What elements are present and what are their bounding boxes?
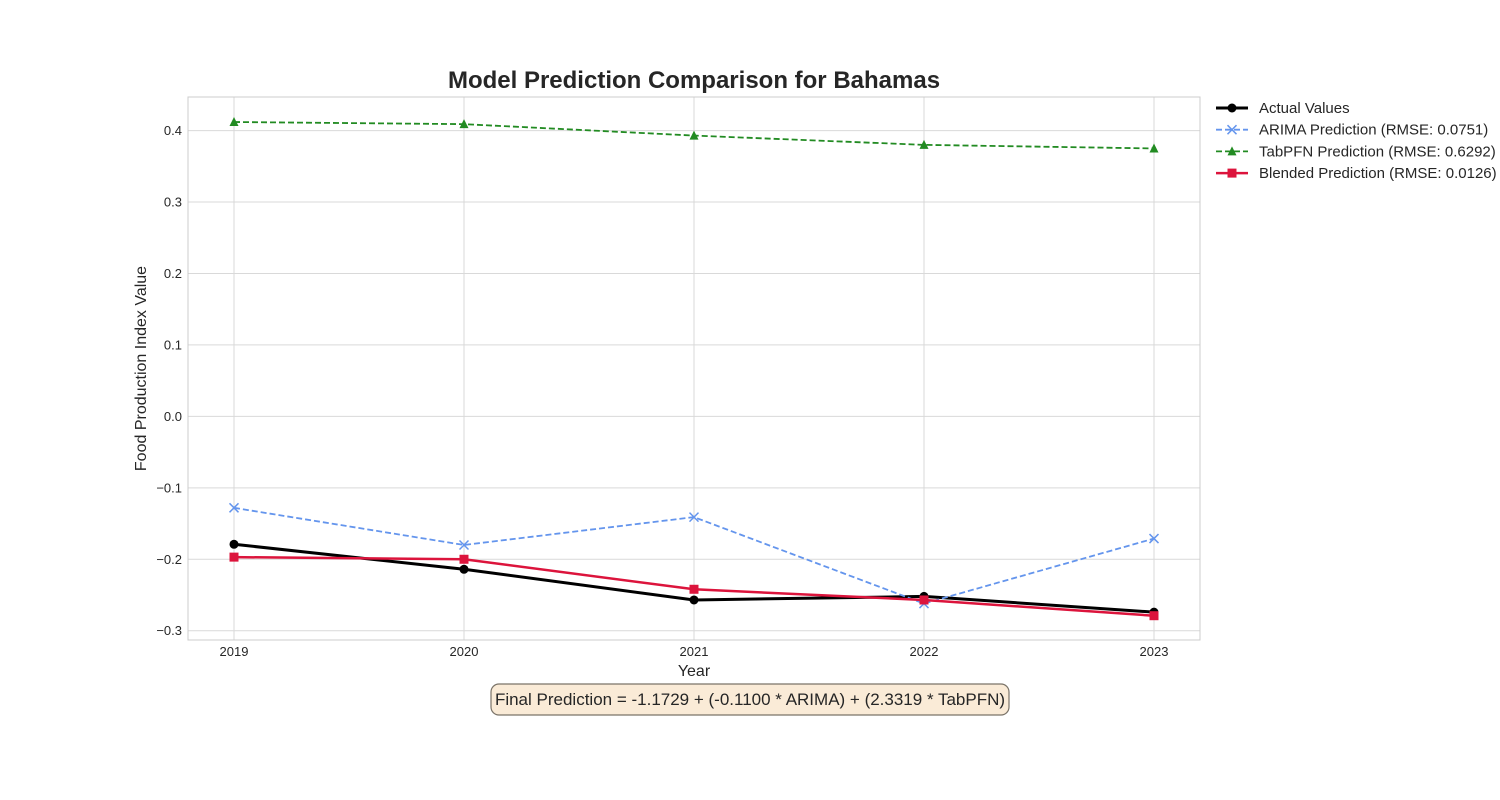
data-point — [458, 539, 470, 551]
data-point — [459, 564, 469, 574]
y-tick-label: 0.1 — [164, 337, 182, 352]
y-tick-label: −0.1 — [156, 480, 182, 495]
y-tick-label: 0.2 — [164, 266, 182, 281]
x-tick-label: 2022 — [910, 644, 939, 659]
legend-label: ARIMA Prediction (RMSE: 0.0751) — [1259, 122, 1488, 139]
data-point — [1227, 146, 1237, 156]
data-point — [919, 139, 929, 149]
legend: Actual Values ARIMA Prediction (RMSE: 0.0… — [1216, 100, 1497, 182]
formula-text: Final Prediction = -1.1729 + (-0.1100 * … — [495, 690, 1005, 709]
y-tick-label: 0.3 — [164, 195, 182, 210]
data-point — [1227, 168, 1237, 178]
data-point — [1227, 103, 1237, 113]
data-point — [1149, 611, 1159, 621]
x-tick-label: 2021 — [680, 644, 709, 659]
data-point — [1148, 533, 1160, 544]
series-4 — [229, 552, 1159, 621]
data-point — [459, 119, 469, 129]
y-axis-label: Food Production Index Value — [133, 266, 150, 471]
series-group — [228, 117, 1160, 621]
legend-item: TabPFN Prediction (RMSE: 0.6292) — [1216, 143, 1496, 160]
y-tick-label: −0.3 — [156, 623, 182, 638]
grid — [188, 97, 1200, 640]
data-point — [689, 584, 699, 594]
data-point — [689, 595, 699, 605]
legend-item: ARIMA Prediction (RMSE: 0.0751) — [1216, 122, 1488, 139]
formula-box — [490, 683, 1010, 716]
data-point — [228, 502, 240, 513]
legend-label: TabPFN Prediction (RMSE: 0.6292) — [1259, 143, 1496, 160]
chart-title: Model Prediction Comparison for Bahamas — [448, 67, 940, 94]
tick-labels: 2019 2020 2021 2022 2023 −0.3 −0.2 −0.1 0.0 0.1 0.… — [156, 123, 1168, 659]
plot-frame — [187, 96, 1201, 641]
data-point — [229, 552, 239, 562]
data-point — [688, 512, 700, 523]
x-tick-label: 2020 — [450, 644, 479, 659]
legend-label: Actual Values — [1259, 100, 1350, 117]
y-tick-label: −0.2 — [156, 552, 182, 567]
formula-annotation: Final Prediction = -1.1729 + (-0.1100 * … — [490, 683, 1010, 716]
data-point — [919, 595, 929, 605]
data-point — [689, 130, 699, 140]
data-point — [459, 554, 469, 564]
legend-item: Blended Prediction (RMSE: 0.0126) — [1216, 165, 1497, 182]
data-point — [1226, 124, 1238, 135]
y-tick-label: 0.4 — [164, 123, 182, 138]
y-tick-label: 0.0 — [164, 409, 182, 424]
legend-label: Blended Prediction (RMSE: 0.0126) — [1259, 165, 1497, 182]
x-tick-label: 2019 — [220, 644, 249, 659]
series-3 — [229, 117, 1159, 153]
data-point — [229, 539, 239, 549]
x-axis-label: Year — [678, 663, 711, 680]
legend-item: Actual Values — [1216, 100, 1350, 117]
x-tick-label: 2023 — [1140, 644, 1169, 659]
data-point — [1149, 143, 1159, 153]
data-point — [229, 117, 239, 127]
